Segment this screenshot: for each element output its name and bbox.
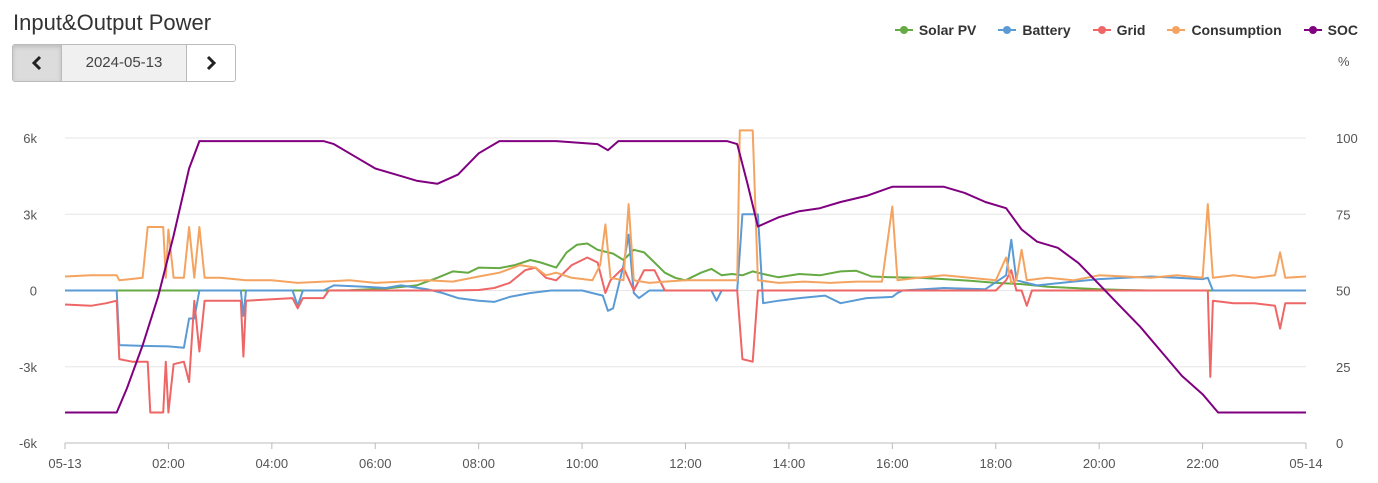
y-left-tick-label: -6k	[19, 436, 38, 451]
y-right-tick-label: 100	[1336, 131, 1358, 146]
legend-symbol-icon	[1303, 25, 1322, 35]
prev-day-button[interactable]	[13, 45, 62, 81]
y-left-tick-label: -3k	[19, 360, 38, 375]
x-tick-label: 04:00	[256, 456, 289, 471]
x-tick-label: 22:00	[1186, 456, 1219, 471]
series-line-grid	[64, 256, 1306, 414]
series-line-solar-pv	[65, 242, 1306, 292]
y-left-tick-label: 6k	[23, 131, 37, 146]
y-right-tick-label: 75	[1336, 207, 1350, 222]
legend-item-grid[interactable]: Grid	[1092, 22, 1146, 38]
x-tick-label: 10:00	[566, 456, 599, 471]
date-field[interactable]: 2024-05-13	[62, 45, 186, 81]
x-tick-label: 08:00	[462, 456, 495, 471]
legend-label: Battery	[1022, 22, 1071, 38]
series-line-soc	[65, 140, 1306, 414]
chevron-left-icon	[31, 55, 42, 71]
chart-title: Input&Output Power	[13, 10, 212, 35]
y-right-tick-label: 25	[1336, 360, 1350, 375]
next-day-button[interactable]	[186, 45, 235, 81]
chevron-right-icon	[206, 55, 217, 71]
legend-symbol-icon	[1092, 25, 1111, 35]
chart-legend: Solar PV Battery Grid Consumption SOC	[894, 22, 1358, 38]
legend-label: SOC	[1327, 22, 1358, 38]
series-line-consumption	[64, 129, 1307, 284]
x-tick-label: 16:00	[876, 456, 909, 471]
legend-symbol-icon	[1167, 25, 1186, 35]
y-right-unit-label: %	[1338, 54, 1350, 69]
x-tick-label: 02:00	[152, 456, 185, 471]
y-right-tick-label: 50	[1336, 284, 1350, 299]
x-tick-label: 14:00	[773, 456, 806, 471]
legend-item-battery[interactable]: Battery	[998, 22, 1071, 38]
x-tick-label: 20:00	[1083, 456, 1116, 471]
legend-item-consumption[interactable]: Consumption	[1167, 22, 1282, 38]
series-line-battery	[65, 213, 1306, 349]
y-right-tick-label: 0	[1336, 436, 1343, 451]
legend-item-solar-pv[interactable]: Solar PV	[894, 22, 977, 38]
y-left-tick-label: 3k	[23, 207, 37, 222]
x-tick-label: 18:00	[979, 456, 1012, 471]
x-tick-label: 05-13	[48, 456, 81, 471]
x-tick-label: 05-14	[1289, 456, 1322, 471]
y-left-tick-label: 0	[30, 284, 37, 299]
legend-symbol-icon	[998, 25, 1017, 35]
legend-label: Consumption	[1191, 22, 1282, 38]
legend-label: Solar PV	[918, 22, 977, 38]
legend-item-soc[interactable]: SOC	[1303, 22, 1358, 38]
legend-label: Grid	[1116, 22, 1146, 38]
legend-symbol-icon	[894, 25, 913, 35]
date-navigator: 2024-05-13	[12, 44, 236, 82]
x-tick-label: 06:00	[359, 456, 392, 471]
x-tick-label: 12:00	[669, 456, 702, 471]
